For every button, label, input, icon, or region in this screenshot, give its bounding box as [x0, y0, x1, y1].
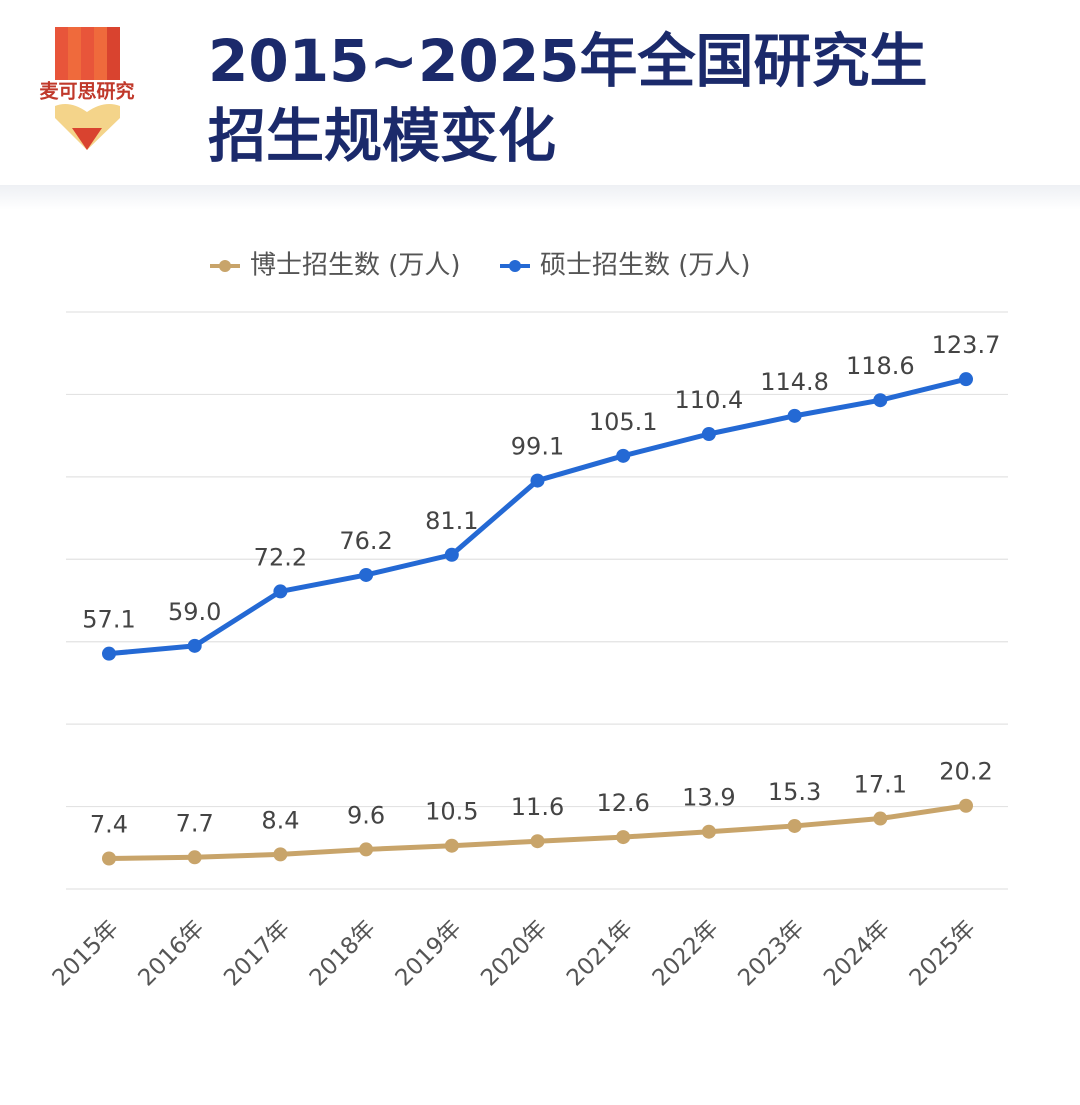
data-point	[530, 834, 545, 849]
x-tick-label: 2019年	[391, 915, 467, 991]
x-tick-label: 2023年	[733, 915, 809, 991]
data-point	[273, 584, 288, 599]
data-point	[530, 473, 545, 488]
data-label: 118.6	[846, 352, 915, 380]
data-point	[701, 824, 716, 839]
data-label: 114.8	[760, 368, 829, 396]
data-point	[187, 850, 202, 865]
data-label: 10.5	[425, 798, 478, 826]
data-label: 15.3	[768, 778, 821, 806]
data-label: 9.6	[347, 801, 385, 829]
data-point	[616, 448, 631, 463]
brand: 麦可思研究	[39, 80, 134, 103]
data-label: 59.0	[168, 598, 221, 626]
chart-title: 招生规模变化	[208, 102, 556, 170]
data-point	[444, 838, 459, 853]
data-point	[616, 830, 631, 845]
data-label: 20.2	[939, 758, 992, 786]
data-point	[701, 426, 716, 441]
legend-label: 硕士招生数 (万人)	[540, 251, 751, 281]
x-tick-label: 2017年	[219, 915, 295, 991]
x-tick-label: 2022年	[648, 915, 724, 991]
data-point	[873, 811, 888, 826]
x-tick-label: 2021年	[562, 915, 638, 991]
data-point	[359, 842, 374, 857]
data-point	[959, 372, 973, 387]
data-label: 12.6	[596, 789, 649, 817]
data-point	[787, 408, 802, 423]
x-tick-label: 2024年	[819, 915, 895, 991]
header-shade	[0, 185, 1080, 210]
data-point	[873, 393, 888, 408]
data-label: 105.1	[589, 408, 658, 436]
x-tick-label: 2015年	[48, 915, 124, 991]
data-point	[102, 646, 116, 661]
data-label: 81.1	[425, 507, 478, 535]
data-point	[444, 547, 459, 562]
data-label: 123.7	[932, 331, 1001, 359]
x-tick-label: 2020年	[476, 915, 552, 991]
data-label: 76.2	[339, 527, 392, 555]
data-label: 57.1	[82, 606, 135, 634]
data-label: 7.7	[176, 809, 214, 837]
data-label: 99.1	[511, 433, 564, 461]
data-point	[187, 638, 202, 653]
data-point	[359, 567, 374, 582]
data-point	[102, 851, 116, 866]
data-label: 13.9	[682, 784, 735, 812]
x-tick-label: 2018年	[305, 915, 381, 991]
series-line	[108, 376, 967, 657]
data-label: 110.4	[675, 386, 744, 414]
data-point	[959, 798, 973, 813]
x-tick-label: 2025年	[905, 915, 981, 991]
data-point	[787, 818, 802, 833]
data-point	[273, 847, 288, 862]
x-tick-label: 2016年	[133, 915, 209, 991]
chart-title: 2015~2025年全国研究生	[208, 27, 927, 95]
data-label: 72.2	[254, 543, 307, 571]
legend-swatch	[219, 260, 231, 272]
data-label: 8.4	[261, 806, 299, 834]
data-label: 17.1	[854, 771, 907, 799]
data-label: 11.6	[511, 793, 564, 821]
legend-swatch	[509, 260, 521, 272]
legend-label: 博士招生数 (万人)	[250, 251, 461, 281]
data-label: 7.4	[90, 811, 128, 839]
logo: 麦可思研究	[38, 27, 138, 150]
